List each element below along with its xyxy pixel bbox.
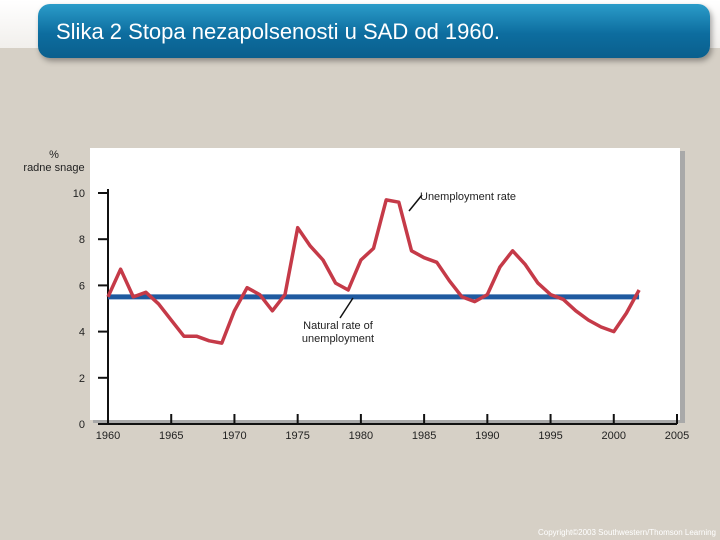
x-tick-label: 1975 [285,430,309,442]
series [106,198,641,345]
unemployment-rate-annotation: Unemployment rate [420,191,516,203]
y-axis-label-line: % [49,149,59,161]
title-bar: Slika 2 Stopa nezapolsenosti u SAD od 19… [38,4,710,58]
natural-rate-annotation-line: Natural rate of [303,320,373,332]
x-tick-label: 1985 [412,430,436,442]
axes: 0 2 4 6 8 10 1960 1965 1970 1975 1980 1985 1990 1995 2… [73,188,689,442]
natural-rate-annotation: Natural rate of unemployment [290,320,386,346]
y-tick-label: 6 [79,280,85,292]
x-tick-label: 1980 [349,430,373,442]
x-tick-label: 1970 [222,430,246,442]
y-tick-label: 8 [79,234,85,246]
y-tick-label: 4 [79,327,85,339]
x-tick-label: 1960 [96,430,120,442]
y-tick-label: 0 [79,419,85,431]
unemployment-leader-line [408,194,423,212]
natural-rate-leader-line [339,297,354,319]
y-tick-label: 2 [79,373,85,385]
y-tick-label: 10 [73,188,85,200]
copyright-text: Copyright©2003 Southwestern/Thomson Lear… [538,528,716,537]
x-tick-label: 1965 [159,430,183,442]
x-tick-label: 2000 [602,430,626,442]
y-axis-label-line: radne snage [23,162,85,174]
y-axis-label: % radne snage [14,149,94,175]
annotations [339,194,423,319]
plot-area [90,148,680,420]
x-tick-label: 1995 [538,430,562,442]
slide-title: Slika 2 Stopa nezapolsenosti u SAD od 19… [56,19,500,44]
x-tick-label: 1990 [475,430,499,442]
natural-rate-annotation-line: unemployment [301,333,375,345]
unemployment-rate-line [106,198,641,345]
x-tick-label: 2005 [665,430,689,442]
